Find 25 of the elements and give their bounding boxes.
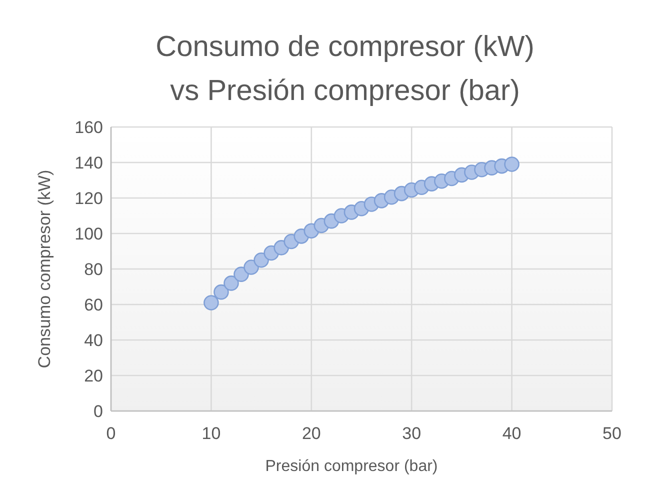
x-tick-label: 50 — [602, 424, 622, 443]
x-tick-label: 20 — [302, 424, 321, 443]
y-axis-title: Consumo compresor (kW) — [35, 170, 54, 368]
y-tick-label: 140 — [74, 153, 103, 172]
point — [254, 252, 269, 268]
point — [244, 260, 259, 275]
y-tick-label: 160 — [74, 118, 103, 137]
y-tick-label: 40 — [84, 330, 103, 350]
chart-title: Consumo de compresor (kW) vs Presión compresor (bar) — [156, 31, 534, 107]
y-tick-label: 120 — [74, 188, 103, 208]
y-tick-label: 0 — [94, 402, 103, 421]
x-tick-label: 10 — [202, 424, 221, 443]
point — [204, 295, 219, 310]
y-tick-label: 20 — [84, 366, 103, 386]
x-axis-title: Presión compresor (bar) — [265, 458, 438, 475]
y-tick-label: 100 — [74, 224, 103, 244]
point — [234, 266, 249, 282]
x-tick-label: 0 — [106, 424, 116, 443]
point — [504, 156, 520, 172]
point — [214, 284, 229, 300]
y-tick-label: 80 — [84, 260, 103, 279]
x-tick-label: 30 — [402, 424, 422, 443]
x-tick-label: 40 — [502, 424, 522, 443]
point — [224, 276, 239, 291]
y-tick-label: 60 — [84, 295, 103, 314]
